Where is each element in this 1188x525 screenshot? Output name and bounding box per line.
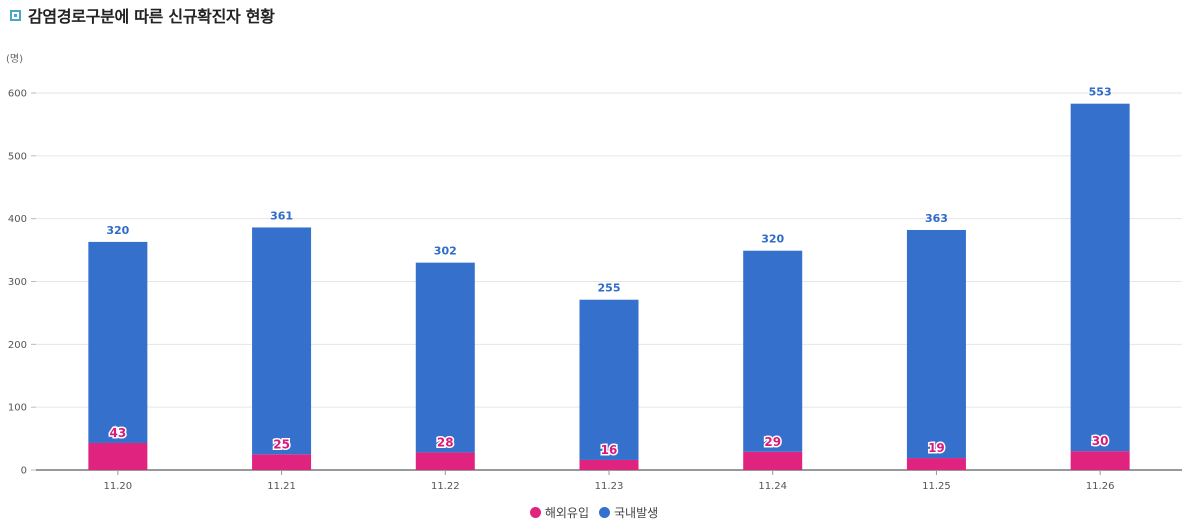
legend-item[interactable]: 국내발생 <box>599 504 658 521</box>
y-axis-unit-label: (명) <box>6 54 24 65</box>
chart-title-group: 감염경로구분에 따른 신규확진자 현황 <box>10 4 275 26</box>
x-tick-label: 11.26 <box>1086 481 1115 492</box>
legend-swatch-icon <box>529 507 541 518</box>
x-tick-label: 11.24 <box>758 481 787 492</box>
bar-segment <box>579 299 639 460</box>
x-tick-label: 11.21 <box>267 481 296 492</box>
data-label-import: 43 <box>110 426 127 440</box>
data-label-domestic: 320 <box>106 224 129 237</box>
bar-segment <box>1070 451 1130 470</box>
bar-segment <box>579 459 639 470</box>
y-tick-label: 100 <box>8 403 27 414</box>
bar-segment <box>415 262 475 453</box>
bar-segment <box>906 229 966 459</box>
data-label-domestic: 302 <box>434 245 457 258</box>
legend-label: 해외유입 <box>544 506 589 520</box>
bar-segment <box>415 452 475 470</box>
data-label-domestic: 553 <box>1089 86 1112 99</box>
data-label-import: 28 <box>437 435 454 449</box>
bar-segment <box>252 227 312 455</box>
y-tick-label: 600 <box>8 89 27 100</box>
stacked-bar-chart: 0 100 200 300 400 500 600 43 320 11.20 25 361 11.21 2… <box>8 86 1182 492</box>
data-label-domestic: 363 <box>925 212 948 225</box>
y-tick-label: 200 <box>8 340 27 351</box>
data-label-import: 30 <box>1092 434 1109 448</box>
data-label-import: 16 <box>601 443 618 457</box>
y-tick-label: 400 <box>8 214 27 225</box>
data-label-import: 19 <box>928 441 945 455</box>
data-label-import: 29 <box>764 435 781 449</box>
chart-legend: 해외유입 국내발생 <box>0 504 1188 521</box>
legend-item[interactable]: 해외유입 <box>529 504 589 521</box>
y-tick-label: 500 <box>8 151 27 162</box>
x-tick-label: 11.22 <box>431 481 460 492</box>
x-tick-label: 11.23 <box>595 481 624 492</box>
x-tick-label: 11.20 <box>104 481 133 492</box>
bar-segment <box>1070 103 1130 452</box>
data-label-domestic: 255 <box>598 282 621 295</box>
data-label-domestic: 320 <box>761 233 784 246</box>
bar-segment <box>252 454 312 470</box>
square-bullet-icon <box>10 9 21 21</box>
legend-swatch-icon <box>599 507 610 518</box>
bar-segment <box>743 250 803 452</box>
data-label-import: 25 <box>273 437 290 451</box>
y-tick-label: 0 <box>21 466 27 477</box>
y-tick-label: 300 <box>8 277 27 288</box>
bar-segment <box>743 451 803 470</box>
x-tick-label: 11.25 <box>922 481 951 492</box>
bar-segment <box>906 458 966 470</box>
legend-label: 국내발생 <box>614 506 659 520</box>
page-title: 감염경로구분에 따른 신규확진자 현황 <box>28 7 275 26</box>
bar-segment <box>88 241 148 443</box>
bar-segment <box>88 442 148 470</box>
data-label-domestic: 361 <box>270 209 293 222</box>
